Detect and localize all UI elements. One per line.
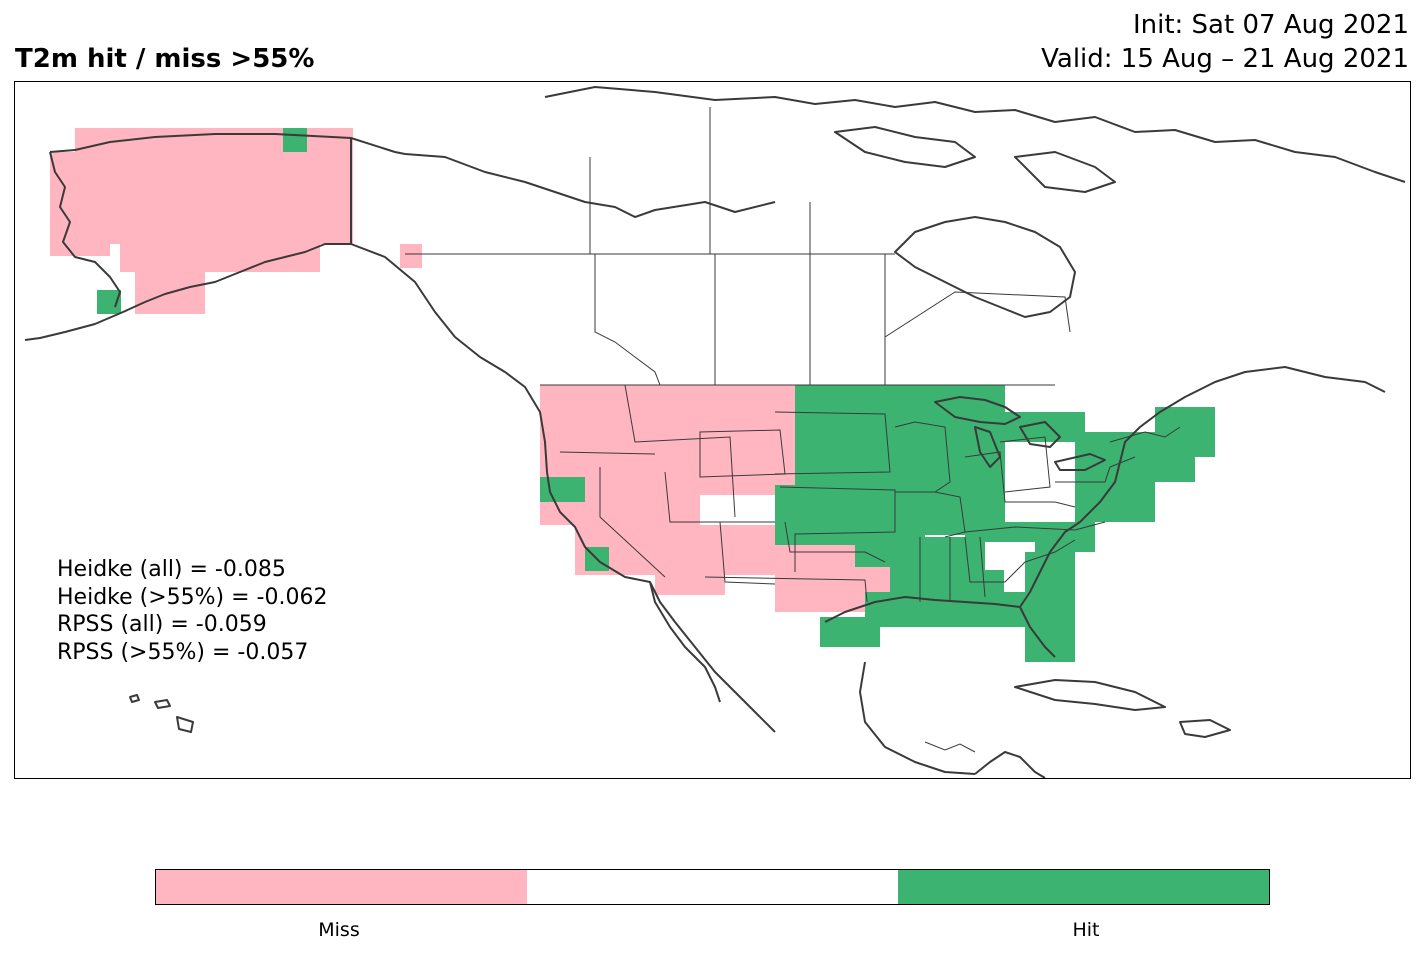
grid-cell-florida xyxy=(820,617,880,647)
colorbar-neutral-swatch xyxy=(527,870,898,904)
init-date: Init: Sat 07 Aug 2021 xyxy=(1132,10,1409,40)
valid-range: Valid: 15 Aug – 21 Aug 2021 xyxy=(1041,44,1409,74)
map-title: T2m hit / miss >55% xyxy=(15,44,315,74)
grid-cell-alaska xyxy=(400,244,422,268)
grid-cell-hit xyxy=(283,128,307,152)
coastlines xyxy=(24,86,1406,778)
rpss-55: RPSS (>55%) = -0.057 xyxy=(57,639,309,665)
grid-cell-florida xyxy=(865,592,1025,627)
borders xyxy=(405,107,1181,753)
colorbar-hit-swatch xyxy=(898,870,1269,904)
colorbar-miss-swatch xyxy=(156,870,527,904)
grid-cell-central-eastern-us xyxy=(890,537,985,597)
grid-cell-alaska xyxy=(215,244,285,270)
grid-cell-central-eastern-us xyxy=(775,485,925,545)
grid-cell-alaska xyxy=(135,268,205,314)
grid-cell-florida xyxy=(1025,552,1075,662)
grid-cell-central-eastern-us xyxy=(1035,522,1095,552)
map-canvas xyxy=(24,86,1406,778)
grid-cell-southern-plains xyxy=(655,525,725,595)
heidke-55: Heidke (>55%) = -0.062 xyxy=(57,584,328,610)
colorbar-label-miss: Miss xyxy=(318,919,360,941)
colorbar xyxy=(155,869,1270,905)
colorbar-label-hit: Hit xyxy=(1072,919,1100,941)
grid-cell-central-eastern-us xyxy=(965,522,1045,542)
grid-cells xyxy=(50,128,1215,662)
grid-cell-northeast-us xyxy=(1155,407,1215,457)
grid-cell-hit xyxy=(540,477,585,502)
grid-cell-northeast-us xyxy=(1135,452,1195,482)
rpss-all: RPSS (all) = -0.059 xyxy=(57,612,267,637)
skill-scores: Heidke (all) = -0.085 Heidke (>55%) = -0… xyxy=(57,556,327,666)
heidke-all: Heidke (all) = -0.085 xyxy=(57,557,286,582)
grid-cell-alaska xyxy=(50,152,110,256)
map-panel xyxy=(14,81,1411,779)
